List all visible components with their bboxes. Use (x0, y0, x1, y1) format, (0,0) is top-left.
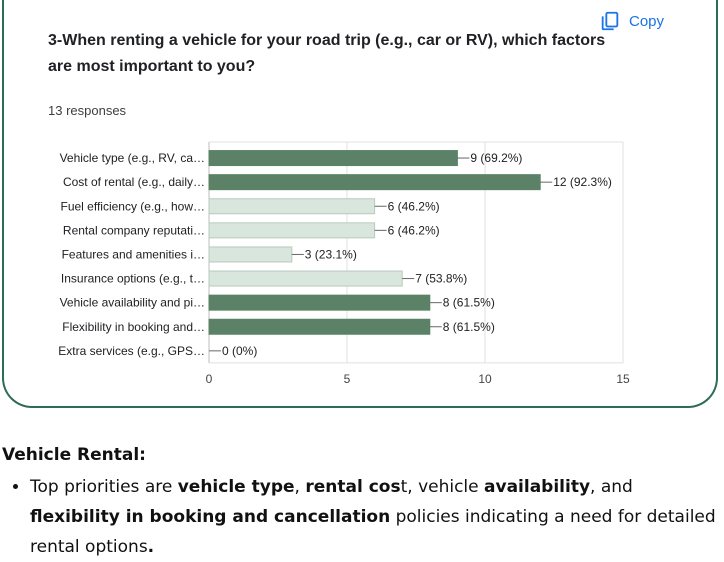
data-label: 9 (69.2%) (470, 151, 522, 165)
x-tick-label: 15 (616, 372, 630, 386)
data-label: 12 (92.3%) (553, 175, 612, 189)
data-label: 6 (46.2%) (388, 223, 440, 237)
bar (208, 246, 293, 263)
data-label: 7 (53.8%) (415, 272, 467, 286)
data-label: 8 (61.5%) (443, 296, 495, 310)
category-label: Features and amenities i… (62, 247, 205, 261)
bullet-text-2: , (294, 477, 306, 497)
question-title: 3-When renting a vehicle for your road t… (48, 32, 606, 75)
bar (208, 150, 458, 167)
bullet-text-5: policies indicating a need for detailed … (30, 507, 716, 557)
bullet-text-4: , and (590, 477, 633, 497)
bar (208, 270, 403, 287)
category-label: Extra services (e.g., GPS… (58, 344, 205, 358)
bar (208, 174, 541, 191)
x-tick-label: 0 (206, 372, 213, 386)
bar (208, 318, 431, 335)
bullet-bold-2: rental cos (305, 477, 401, 497)
response-count: 13 responses (48, 103, 127, 118)
bar (208, 294, 431, 311)
copy-label: Copy (629, 12, 665, 30)
data-label: 6 (46.2%) (388, 199, 440, 213)
bullet-bold-5: . (147, 537, 155, 557)
summary-heading: Vehicle Rental: (2, 445, 146, 465)
x-tick-label: 5 (344, 372, 351, 386)
bar (208, 222, 376, 239)
summary-bullet: Top priorities are vehicle type, rental … (30, 472, 717, 562)
category-label: Fuel efficiency (e.g., how… (60, 199, 205, 213)
data-label: 8 (61.5%) (443, 320, 495, 334)
bar (208, 198, 376, 215)
category-label: Vehicle type (e.g., RV, ca… (60, 151, 205, 165)
bullet-text-3: t, vehicle (400, 477, 485, 497)
bullet-text-1: Top priorities are (30, 477, 178, 497)
bullet-bold-3: availability (484, 477, 591, 497)
category-label: Insurance options (e.g., t… (61, 272, 205, 286)
category-label: Flexibility in booking and… (62, 320, 205, 334)
x-tick-label: 10 (478, 372, 492, 386)
copy-button[interactable]: Copy (599, 10, 664, 32)
summary-section: Vehicle Rental: Top priorities are vehic… (2, 442, 717, 562)
category-label: Rental company reputati… (63, 223, 205, 237)
summary-list: Top priorities are vehicle type, rental … (2, 472, 717, 562)
copy-icon (601, 11, 619, 31)
bar-chart: 0 5 10 15 Vehicle type (e.g., RV, ca… 9 (69.2… (58, 141, 630, 386)
category-label: Cost of rental (e.g., daily… (63, 175, 205, 189)
bullet-bold-4: flexibility in booking and cancellation (30, 507, 391, 527)
category-label: Vehicle availability and pi… (60, 296, 205, 310)
data-label: 0 (0%) (222, 344, 257, 358)
data-label: 3 (23.1%) (305, 247, 357, 261)
bullet-bold-1: vehicle type (177, 477, 295, 497)
